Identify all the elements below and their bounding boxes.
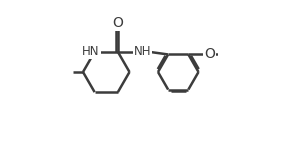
Text: O: O <box>112 16 123 30</box>
Text: O: O <box>204 47 215 61</box>
Text: HN: HN <box>82 45 100 58</box>
Text: NH: NH <box>134 45 151 58</box>
